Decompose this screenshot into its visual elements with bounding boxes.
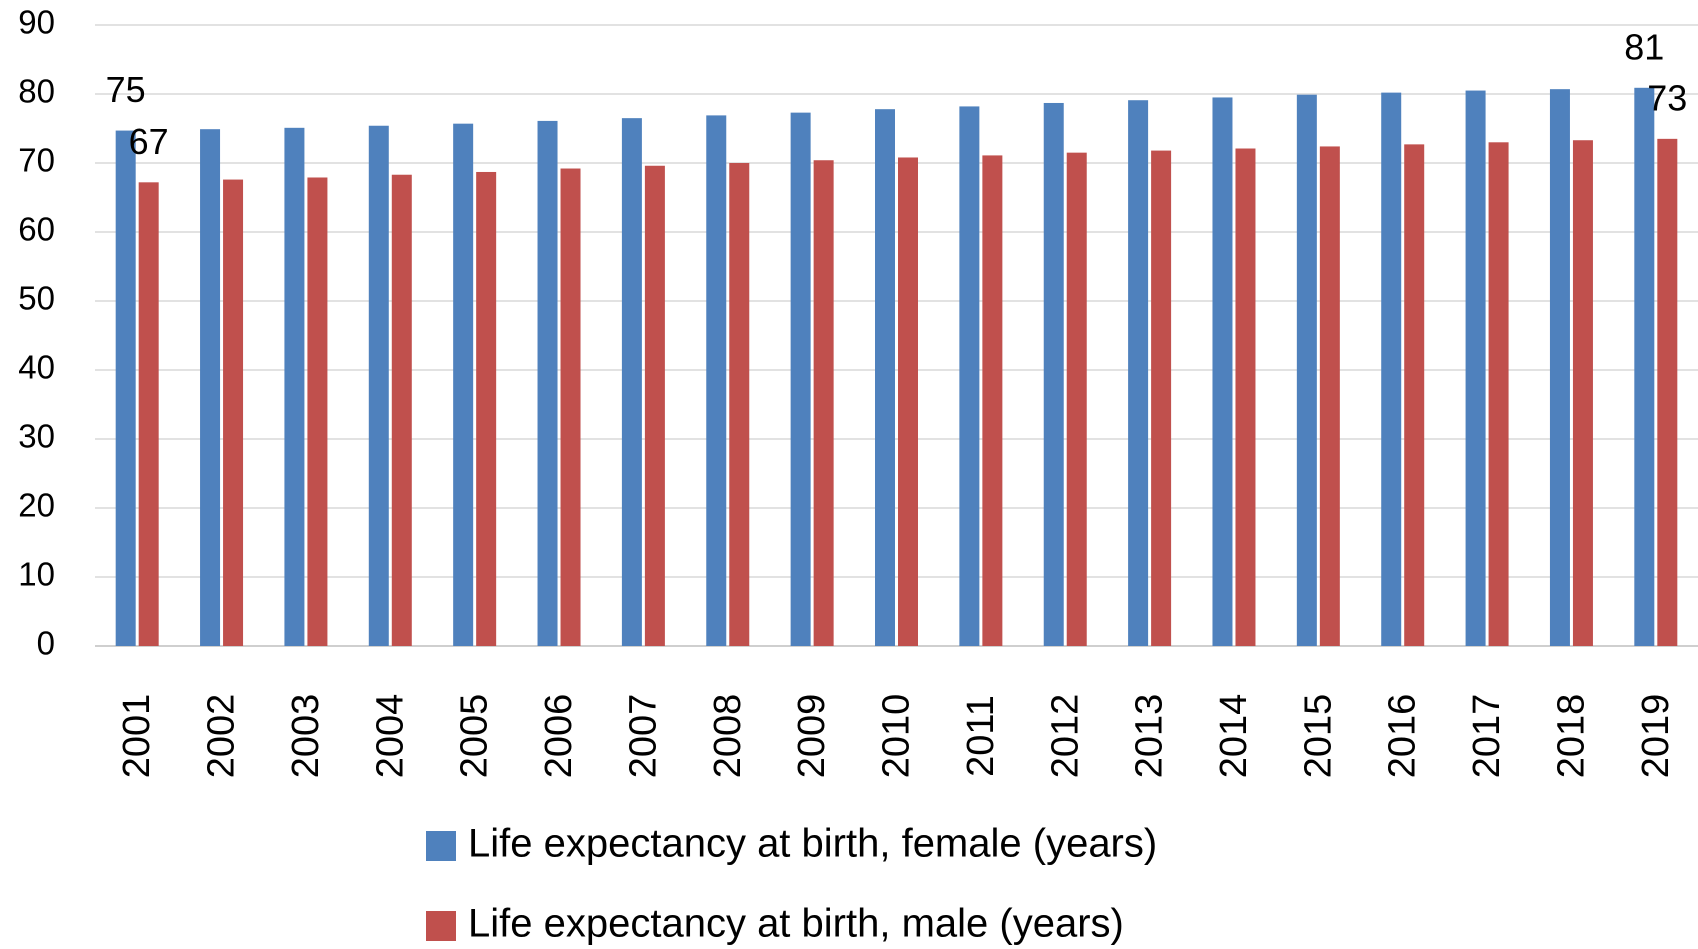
- y-tick-label: 90: [18, 4, 55, 41]
- y-tick-label: 70: [18, 142, 55, 179]
- bar: [621, 118, 642, 646]
- bar: [223, 179, 244, 646]
- bar: [1549, 89, 1570, 647]
- bar: [729, 163, 750, 646]
- y-tick-label: 30: [18, 418, 55, 455]
- legend-label: Life expectancy at birth, male (years): [468, 902, 1124, 946]
- y-tick-label: 50: [18, 280, 55, 317]
- bar: [898, 157, 918, 647]
- x-tick-label: 2018: [1550, 694, 1592, 779]
- x-tick-label: 2005: [454, 694, 496, 779]
- y-tick-label: 20: [18, 487, 55, 524]
- bar: [1404, 144, 1425, 646]
- bar: [1657, 138, 1678, 646]
- x-tick-label: 2007: [622, 694, 664, 779]
- x-tick-label: 2010: [876, 694, 918, 779]
- x-tick-label: 2002: [201, 694, 243, 779]
- data-label: 75: [106, 69, 146, 110]
- x-tick-label: 2013: [1129, 694, 1171, 779]
- bar: [875, 109, 895, 647]
- bar: [982, 155, 1003, 646]
- bar: [476, 171, 497, 646]
- x-tick-label: 2011: [960, 695, 1002, 777]
- bar: [368, 125, 389, 647]
- bar: [1488, 142, 1509, 647]
- legend-swatch: [426, 911, 456, 941]
- bar: [115, 130, 136, 646]
- x-tick-label: 2006: [538, 694, 580, 779]
- bar: [644, 165, 665, 646]
- legend-label: Life expectancy at birth, female (years): [468, 822, 1157, 866]
- x-tick-label: 2008: [707, 694, 749, 779]
- x-tick-label: 2003: [285, 694, 327, 779]
- bar: [959, 106, 980, 647]
- bar: [706, 115, 727, 646]
- bar: [1235, 148, 1256, 646]
- y-tick-label: 60: [18, 211, 55, 248]
- x-tick-label: 2015: [1297, 694, 1339, 779]
- bar: [138, 182, 159, 646]
- bar: [391, 174, 412, 647]
- bar: [1381, 92, 1402, 647]
- bar: [1043, 102, 1064, 647]
- x-tick-label: 2019: [1635, 694, 1677, 779]
- y-tick-label: 80: [18, 73, 55, 110]
- x-tick-label: 2012: [1044, 694, 1086, 779]
- x-tick-label: 2001: [116, 694, 158, 779]
- bar: [1634, 87, 1655, 647]
- bar: [560, 168, 581, 646]
- x-tick-label: 2004: [369, 694, 411, 779]
- bar: [453, 123, 474, 647]
- bar: [1465, 90, 1486, 647]
- bar: [1572, 140, 1593, 647]
- bar: [307, 177, 328, 647]
- y-tick-label: 40: [18, 349, 55, 386]
- x-tick-label: 2014: [1213, 694, 1255, 779]
- bar: [1066, 152, 1087, 646]
- bar: [200, 129, 221, 646]
- x-tick-label: 2009: [791, 694, 833, 779]
- data-label: 81: [1624, 26, 1664, 67]
- y-tick-label: 0: [37, 625, 55, 662]
- data-label: 73: [1647, 77, 1687, 118]
- x-tick-label: 2017: [1466, 694, 1508, 779]
- legend-swatch: [426, 831, 456, 861]
- bar: [1296, 94, 1317, 646]
- data-label: 67: [129, 121, 169, 162]
- bar: [1212, 97, 1233, 646]
- bar: [1128, 100, 1149, 646]
- bar: [1319, 146, 1340, 646]
- x-tick-label: 2016: [1382, 694, 1424, 779]
- bar: [537, 120, 558, 646]
- bar: [284, 127, 305, 646]
- bar: [1151, 150, 1172, 646]
- y-tick-label: 10: [18, 556, 55, 593]
- bar: [813, 160, 834, 647]
- bar: [790, 112, 811, 646]
